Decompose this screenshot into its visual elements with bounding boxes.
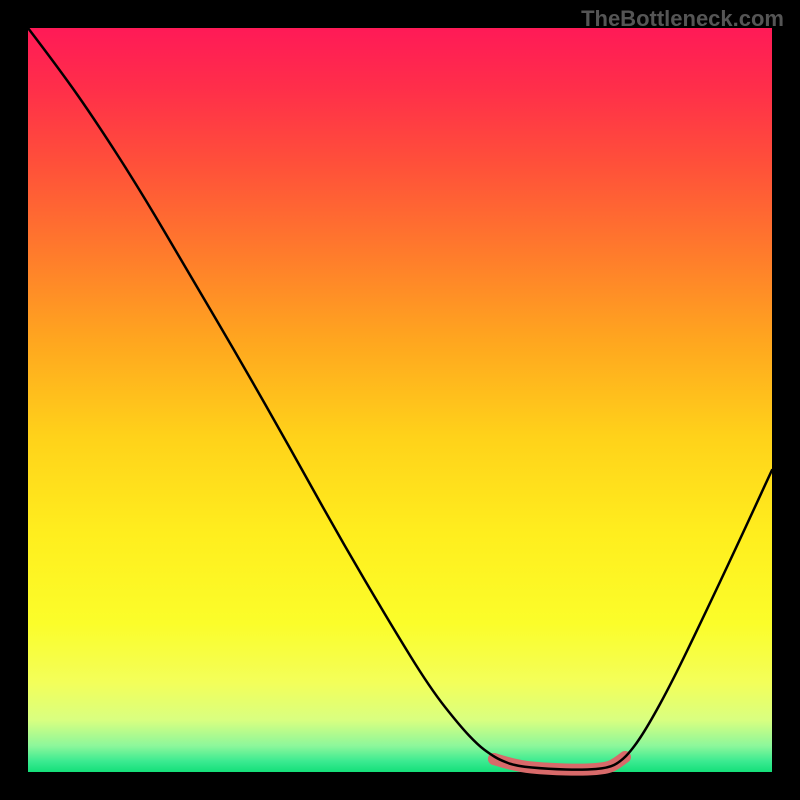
- bottleneck-curve-chart: [0, 0, 800, 800]
- chart-container: TheBottleneck.com: [0, 0, 800, 800]
- plot-background: [28, 28, 772, 772]
- watermark-text: TheBottleneck.com: [581, 6, 784, 32]
